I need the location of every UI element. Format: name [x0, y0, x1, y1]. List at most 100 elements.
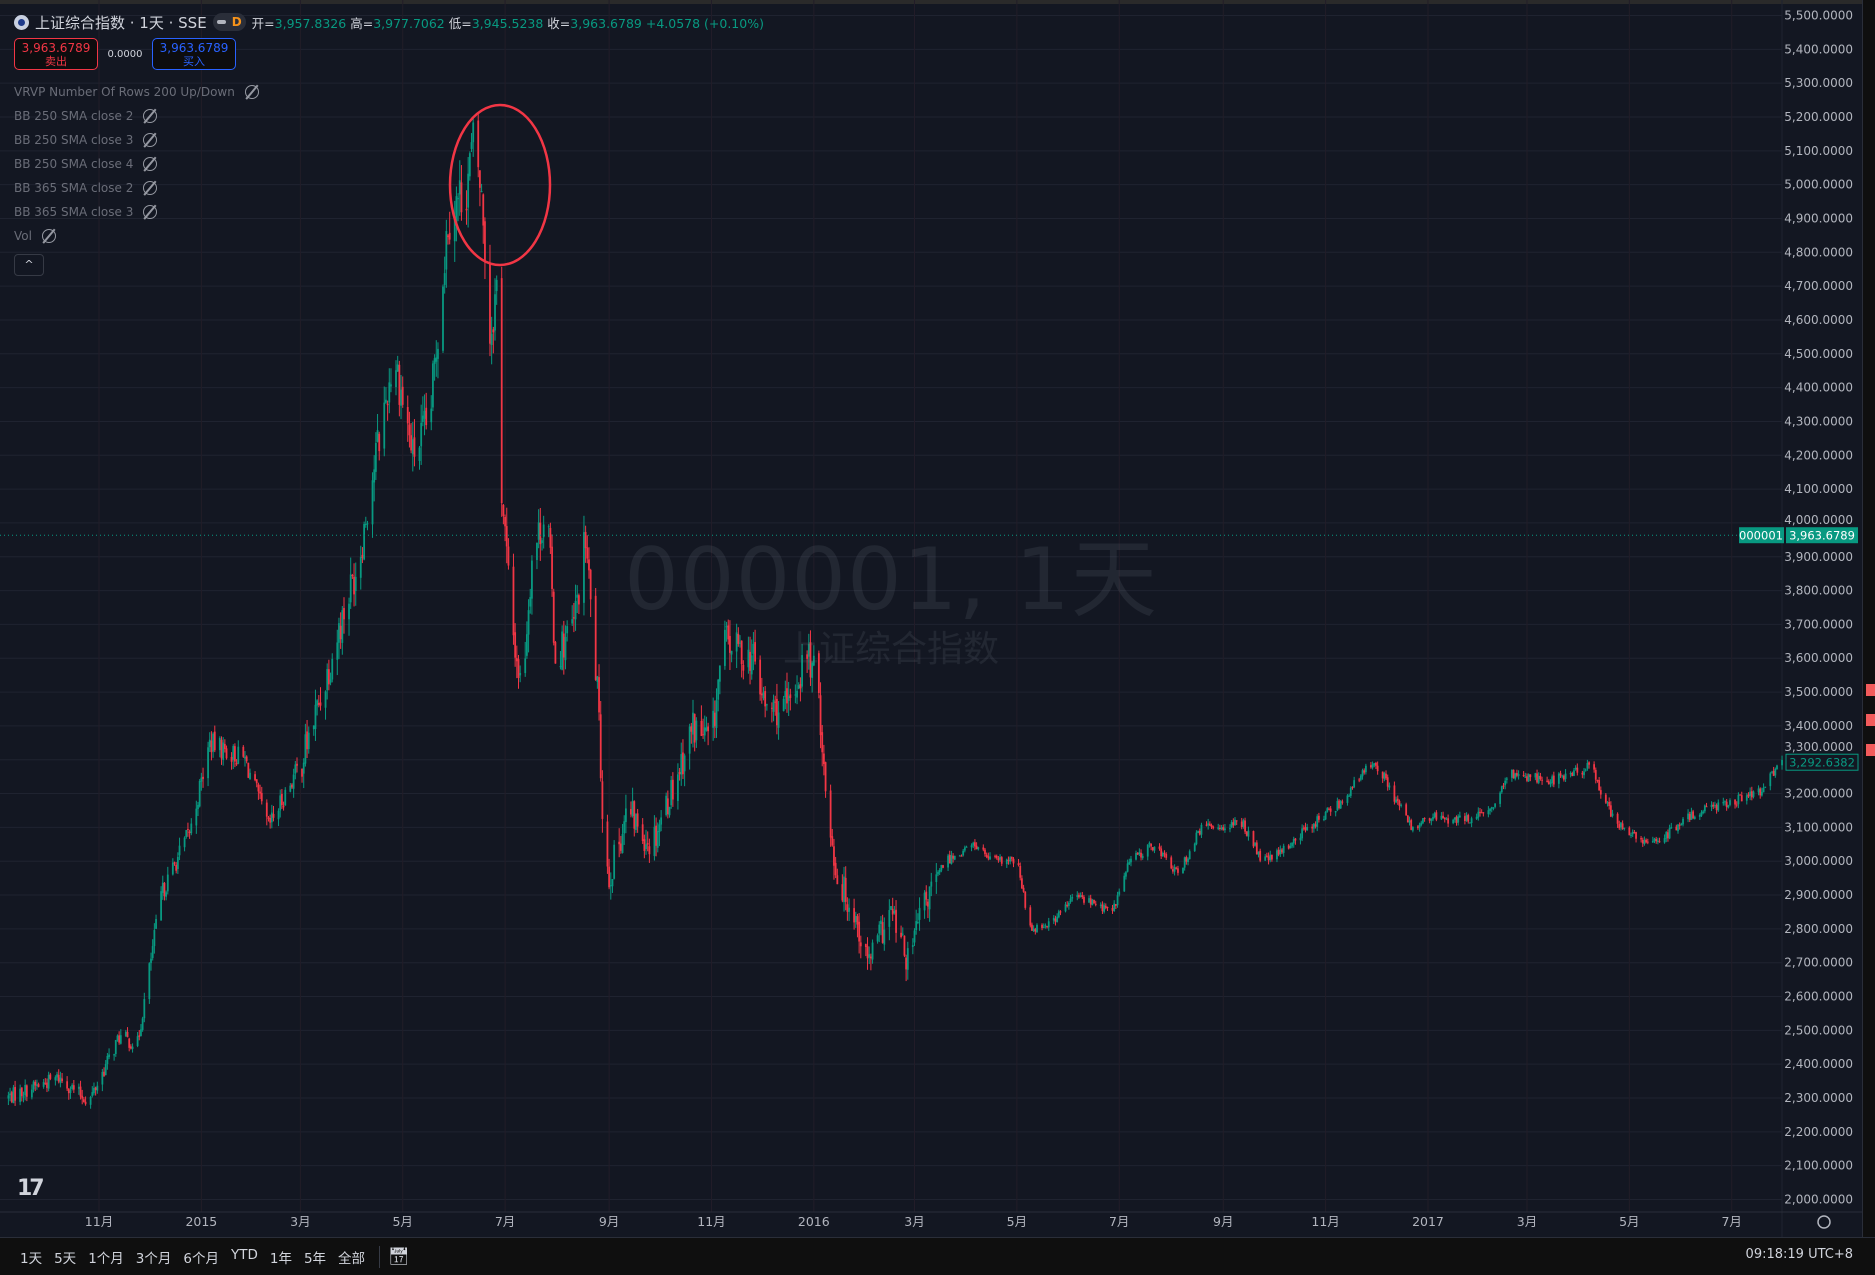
symbol-title[interactable]: 上证综合指数 · 1天 · SSE — [35, 13, 207, 32]
range-button[interactable]: YTD — [230, 1246, 258, 1263]
candle-body — [131, 1046, 134, 1049]
candle-body — [411, 439, 414, 455]
clock[interactable]: 09:18:19 UTC+8 — [1745, 1247, 1853, 1262]
candle-body — [952, 855, 955, 859]
eye-hidden-icon[interactable] — [244, 85, 259, 99]
eye-hidden-icon[interactable] — [143, 109, 158, 123]
candle-body — [108, 1054, 110, 1057]
annotation-ellipse[interactable] — [448, 103, 552, 267]
candle-body — [354, 576, 357, 592]
alert-marker[interactable] — [1866, 744, 1875, 756]
candle-body — [754, 642, 756, 662]
candle-body — [723, 629, 726, 666]
candle-body — [537, 522, 540, 540]
settings-gear-icon[interactable] — [1817, 1215, 1831, 1229]
candle-body — [515, 657, 518, 662]
study-item[interactable]: VRVP Number Of Rows 200 Up/Down — [14, 80, 764, 104]
range-button[interactable]: 全部 — [338, 1250, 366, 1267]
candle-body — [277, 810, 280, 820]
candle-body — [272, 814, 275, 818]
candle-body — [880, 920, 882, 925]
candle-body — [762, 692, 765, 699]
collapse-legend-button[interactable]: ^ — [14, 254, 44, 276]
range-button[interactable]: 1天 — [20, 1250, 43, 1267]
candle-body — [1240, 821, 1243, 827]
candle-body — [1698, 814, 1701, 817]
range-button[interactable]: 1年 — [269, 1250, 292, 1267]
candle-body — [786, 688, 788, 704]
candle-body — [401, 386, 404, 405]
candle-body — [1114, 904, 1117, 906]
candle-body — [119, 1035, 122, 1044]
candle-body — [249, 772, 251, 780]
candle-body — [584, 531, 587, 549]
study-item[interactable]: BB 250 SMA close 4 — [14, 152, 764, 176]
candle-body — [905, 957, 908, 970]
candle-body — [641, 824, 644, 841]
eye-hidden-icon[interactable] — [143, 157, 158, 171]
candle-body — [1094, 903, 1097, 905]
candle-body — [1265, 855, 1268, 857]
candle-body — [1492, 807, 1495, 809]
buy-button[interactable]: 3,963.6789 买入 — [152, 38, 236, 70]
eye-hidden-icon[interactable] — [143, 205, 158, 219]
time-axis-tick: 9月 — [1213, 1214, 1233, 1229]
candle-body — [1633, 832, 1636, 834]
candle-body — [14, 1086, 16, 1101]
price-axis-tick: 2,500.0000 — [1784, 1023, 1853, 1037]
candle-body — [1510, 769, 1513, 778]
candle-body — [1247, 830, 1250, 837]
candle-body — [1774, 769, 1777, 776]
candle-body — [383, 402, 386, 449]
candle-body — [1287, 845, 1290, 849]
study-item[interactable]: BB 365 SMA close 3 — [14, 200, 764, 224]
candle-body — [148, 963, 151, 1000]
candle-body — [284, 789, 287, 806]
range-button[interactable]: 1个月 — [88, 1250, 124, 1267]
candle-body — [69, 1090, 72, 1093]
candle-body — [19, 1088, 22, 1102]
range-button[interactable]: 6个月 — [183, 1250, 219, 1267]
range-button[interactable]: 5天 — [54, 1250, 77, 1267]
candle-body — [1609, 805, 1612, 817]
candle-body — [1252, 831, 1255, 847]
eye-hidden-icon[interactable] — [41, 229, 56, 243]
candle-body — [1024, 891, 1027, 908]
candle-body — [680, 754, 683, 775]
calendar-goto-icon[interactable]: 📅︎ — [388, 1246, 410, 1267]
range-button[interactable]: 3个月 — [135, 1250, 172, 1267]
high-value: 3,977.7062 — [373, 15, 445, 31]
eye-hidden-icon[interactable] — [143, 181, 158, 195]
candle-body — [937, 872, 939, 875]
study-item[interactable]: BB 365 SMA close 2 — [14, 176, 764, 200]
candle-body — [254, 774, 256, 781]
tradingview-logo[interactable]: 17 — [17, 1176, 45, 1201]
study-item[interactable]: Vol — [14, 224, 764, 248]
candle-body — [578, 595, 580, 605]
eye-hidden-icon[interactable] — [143, 133, 158, 147]
candle-body — [1348, 795, 1351, 797]
sell-price: 3,963.6789 — [21, 41, 91, 55]
candle-body — [1170, 857, 1173, 869]
candle-body — [1651, 840, 1654, 843]
candle-body — [183, 837, 186, 848]
candle-body — [465, 208, 468, 211]
alert-marker[interactable] — [1866, 714, 1875, 726]
candle-body — [1475, 816, 1478, 819]
candle-body — [1229, 828, 1231, 830]
candle-body — [141, 1018, 144, 1030]
candle-body — [118, 1035, 121, 1043]
alert-marker[interactable] — [1866, 684, 1875, 696]
study-item[interactable]: BB 250 SMA close 2 — [14, 104, 764, 128]
candle-body — [175, 864, 178, 871]
candle-body — [1009, 857, 1012, 862]
candle-body — [1452, 819, 1455, 824]
sell-button[interactable]: 3,963.6789 卖出 — [14, 38, 98, 70]
study-item[interactable]: BB 250 SMA close 3 — [14, 128, 764, 152]
candle-body — [327, 669, 330, 685]
market-status-badge[interactable]: D — [212, 13, 246, 31]
candle-body — [1182, 867, 1184, 874]
range-button[interactable]: 5年 — [303, 1250, 327, 1267]
candle-body — [477, 120, 480, 168]
